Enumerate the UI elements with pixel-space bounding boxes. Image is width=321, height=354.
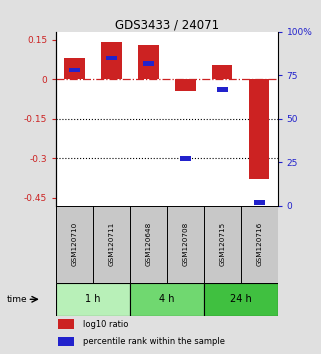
Text: GSM120648: GSM120648: [145, 222, 152, 267]
Text: 24 h: 24 h: [230, 294, 252, 304]
Text: log10 ratio: log10 ratio: [83, 320, 128, 329]
Bar: [180, 156, 191, 161]
Text: 4 h: 4 h: [159, 294, 175, 304]
Bar: [217, 87, 228, 92]
Bar: [175, 79, 195, 91]
Text: time: time: [7, 295, 27, 304]
Text: 1 h: 1 h: [85, 294, 101, 304]
Bar: [254, 200, 265, 205]
Text: GSM120716: GSM120716: [256, 222, 262, 267]
Title: GDS3433 / 24071: GDS3433 / 24071: [115, 19, 219, 32]
Bar: [130, 283, 204, 316]
Bar: [138, 45, 159, 79]
Text: percentile rank within the sample: percentile rank within the sample: [83, 337, 225, 346]
Bar: [143, 61, 154, 65]
Bar: [101, 42, 122, 79]
Bar: [212, 65, 232, 79]
Bar: [204, 283, 278, 316]
Bar: [58, 319, 74, 329]
Bar: [56, 283, 130, 316]
Bar: [249, 79, 269, 179]
Text: GSM120715: GSM120715: [219, 222, 225, 267]
Text: GSM120711: GSM120711: [108, 222, 115, 267]
Bar: [58, 337, 74, 346]
Text: GSM120710: GSM120710: [72, 222, 78, 267]
Text: GSM120708: GSM120708: [182, 222, 188, 267]
Bar: [69, 68, 80, 73]
Bar: [65, 58, 85, 79]
Bar: [106, 56, 117, 60]
